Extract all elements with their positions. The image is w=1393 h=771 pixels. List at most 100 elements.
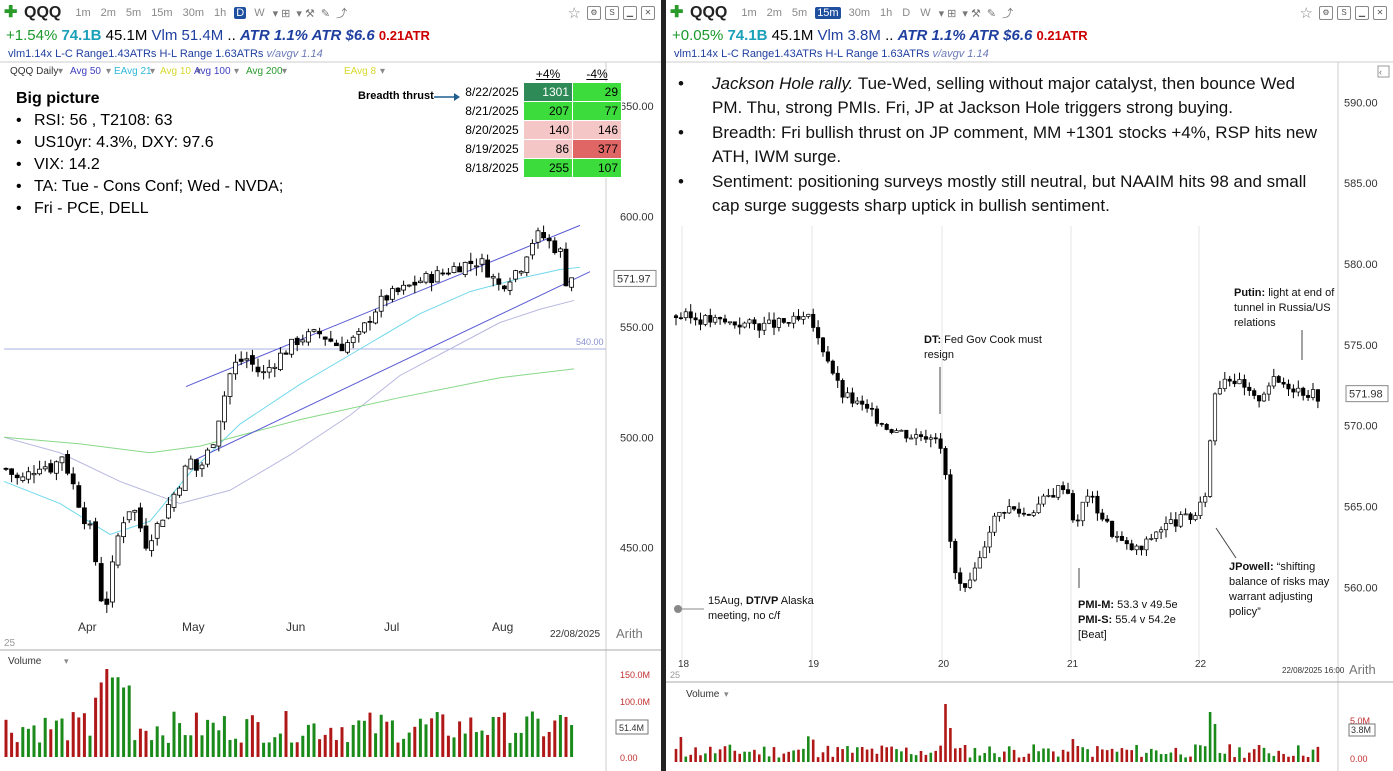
volume-bar <box>212 723 215 757</box>
candle-body <box>895 431 898 433</box>
candle-body <box>49 464 53 473</box>
volume-bar <box>1047 748 1050 762</box>
candle-body <box>547 238 551 241</box>
volume-bar <box>206 720 209 757</box>
level-line-label: 540.00 <box>576 337 604 347</box>
volume-tag: 3.8M <box>1351 725 1371 735</box>
candle-body <box>110 562 114 602</box>
pointer-jpowell <box>1216 528 1236 558</box>
x-tick-label: 21 <box>1067 659 1079 670</box>
volume-bar <box>866 750 869 762</box>
volume-bar <box>217 730 220 757</box>
volume-bar <box>748 752 751 762</box>
candle-body <box>812 314 815 327</box>
candle-body <box>245 359 249 360</box>
candle-body <box>1213 394 1216 441</box>
ann-text: Fed Gov Cook must resign <box>924 334 1042 361</box>
volume-bar <box>419 719 422 757</box>
volume-bar <box>307 725 310 757</box>
volume-bar <box>724 746 727 762</box>
candle-body <box>334 343 338 346</box>
candle-body <box>435 271 439 282</box>
bp-item-rsi: RSI: 56 , T2108: 63 <box>34 110 283 132</box>
candle-body <box>723 319 726 322</box>
note-breadth: Breadth: Fri bullish thrust on JP commen… <box>712 121 1328 169</box>
candle-body <box>978 558 981 568</box>
candle-body <box>679 318 682 319</box>
volume-bar <box>285 711 288 757</box>
ann-text: 53.3 v 49.5e <box>1114 599 1178 611</box>
volume-bar <box>1233 757 1236 762</box>
volume-bar <box>397 743 400 757</box>
candle-body <box>856 401 859 403</box>
left-chart-panel: ✚ QQQ 1m 2m 5m 15m 30m 1h D W ▾ ⊞ ▾ ⚒ ✎ … <box>0 0 661 771</box>
volume-bar <box>10 733 13 757</box>
candle-body <box>1164 523 1167 529</box>
volume-bar <box>1165 754 1168 762</box>
candle-body <box>138 508 142 528</box>
volume-bar <box>570 725 573 757</box>
volume-bar <box>189 735 192 757</box>
volume-bar <box>1194 744 1197 762</box>
scale-label: Arith <box>1349 662 1376 677</box>
volume-bar <box>910 754 913 762</box>
candle-body <box>1032 513 1035 516</box>
candle-body <box>914 435 917 438</box>
candle-body <box>1042 496 1045 504</box>
volume-bar <box>807 736 810 762</box>
candle-body <box>821 338 824 352</box>
y-tick-label: 560.00 <box>1344 582 1378 594</box>
volume-bar <box>1307 757 1310 762</box>
candle-body <box>178 488 182 495</box>
volume-bar <box>1091 757 1094 762</box>
big-picture-box: Big picture RSI: 56 , T2108: 63 US10yr: … <box>16 88 283 220</box>
annotation-pmi: PMI-M: 53.3 v 49.5e PMI-S: 55.4 v 54.2e … <box>1078 598 1208 643</box>
candle-body <box>26 472 30 479</box>
volume-bar <box>738 754 741 762</box>
breadth-table: +4% -4% 8/22/2025 1301 29 8/21/2025 207 77 8/2… <box>460 66 622 178</box>
breadth-down-count: 146 <box>573 121 622 140</box>
candle-body <box>542 232 546 237</box>
candle-body <box>1081 502 1084 521</box>
candle-body <box>1267 386 1270 394</box>
volume-bar <box>1189 757 1192 762</box>
candle-body <box>374 312 378 323</box>
breadth-row: 8/18/2025 255 107 <box>461 159 622 178</box>
volume-bar <box>178 723 181 757</box>
volume-bar <box>553 720 556 757</box>
candle-body <box>993 516 996 532</box>
candle-body <box>351 337 355 342</box>
volume-bar <box>49 729 52 757</box>
volume-bar <box>257 722 260 757</box>
candle-body <box>43 467 47 469</box>
candle-body <box>1003 512 1006 513</box>
volume-bar <box>335 740 338 757</box>
candle-body <box>38 469 42 474</box>
volume-bar <box>346 742 349 757</box>
candle-body <box>1306 395 1309 397</box>
candle-body <box>1257 396 1260 401</box>
candle-body <box>1052 495 1055 497</box>
candle-body <box>530 243 534 254</box>
volume-bar <box>469 717 472 757</box>
volume-bar <box>959 748 962 762</box>
volume-bar <box>21 727 24 757</box>
volume-bar <box>964 745 967 762</box>
volume-bar <box>1101 749 1104 762</box>
volume-bar <box>559 715 562 757</box>
candle-body <box>262 372 266 373</box>
volume-bar <box>1297 745 1300 762</box>
volume-bar <box>1130 750 1133 762</box>
candle-body <box>278 353 282 369</box>
volume-bar <box>1155 750 1158 762</box>
volume-bar <box>16 742 19 757</box>
volume-bar <box>729 745 732 762</box>
candle-body <box>1159 530 1162 532</box>
candle-body <box>474 266 478 267</box>
volume-bar <box>83 713 86 757</box>
volume-bar <box>1263 748 1266 762</box>
volume-bar <box>357 720 360 757</box>
candle-body <box>525 257 529 273</box>
volume-bar <box>413 727 416 757</box>
volume-bar <box>1317 747 1320 762</box>
